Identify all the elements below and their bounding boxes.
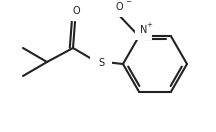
Text: O: O xyxy=(115,2,123,12)
Text: S: S xyxy=(98,58,104,68)
Text: N: N xyxy=(140,25,147,35)
Text: +: + xyxy=(146,22,152,28)
Text: −: − xyxy=(125,0,131,5)
Text: O: O xyxy=(72,6,80,16)
